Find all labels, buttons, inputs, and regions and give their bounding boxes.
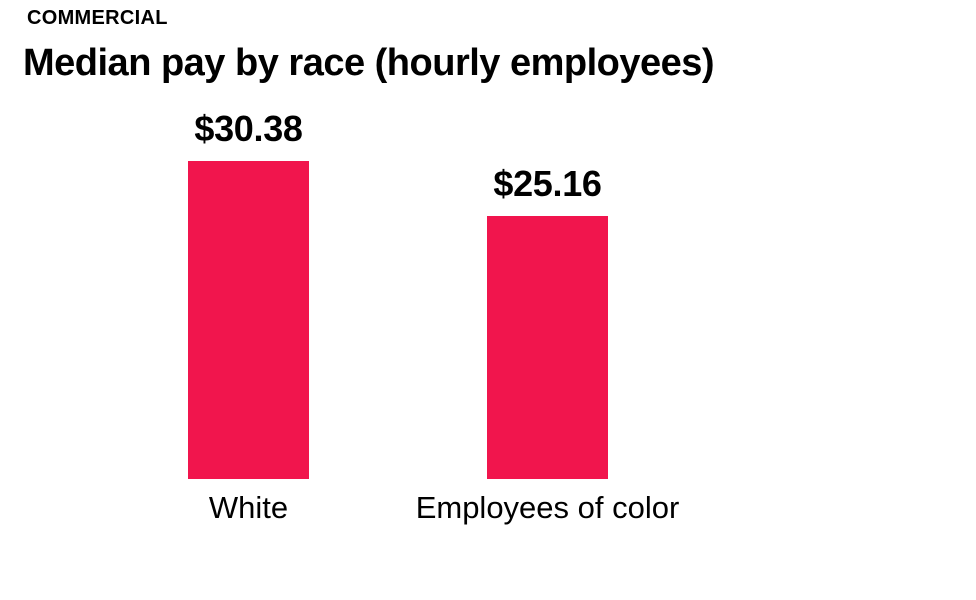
bar-rect-white <box>188 161 309 479</box>
x-axis-label-white: White <box>208 490 289 525</box>
page-title: Median pay by race (hourly employees) <box>23 42 715 84</box>
bar-rect-employees-of-color <box>487 216 608 479</box>
bar-value-label-employees-of-color: $25.16 <box>493 163 602 204</box>
section-kicker: COMMERCIAL <box>27 7 168 29</box>
x-axis-label-employees-of-color: Employees of color <box>415 490 680 525</box>
bar-value-label-white: $30.38 <box>194 108 303 149</box>
bar-group-employees-of-color: $25.16 Employees of color <box>416 163 680 524</box>
bar-group-white: $30.38 White <box>188 108 309 523</box>
